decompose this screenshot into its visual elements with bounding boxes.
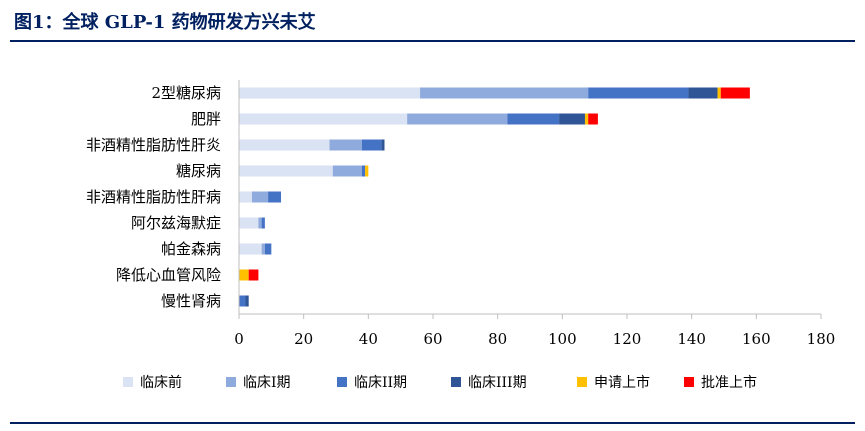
bar-segment-申请上市 [365, 165, 369, 177]
legend-swatch-临床I期 [226, 377, 236, 387]
bar-segment-临床II期 [239, 295, 246, 307]
x-tick-label: 0 [234, 330, 244, 348]
legend-label: 申请上市 [594, 374, 650, 391]
bar-segment-申请上市 [584, 113, 589, 125]
bar-segment-临床I期 [329, 139, 362, 151]
legend-swatch-申请上市 [577, 377, 587, 387]
bar-segment-临床III期 [688, 87, 718, 99]
legend: 临床前 临床I期 临床II期 临床III期 申请上市 批准上市 [123, 374, 757, 391]
bar-segment-临床II期 [268, 191, 282, 203]
bar-segment-临床II期 [507, 113, 560, 125]
bar-segment-批准上市 [720, 87, 750, 99]
bar-segment-临床III期 [245, 295, 249, 307]
bar-segment-临床III期 [559, 113, 585, 125]
legend-swatch-临床前 [123, 377, 133, 387]
bar-segment-临床II期 [361, 165, 366, 177]
category-label: 非酒精性脂肪性肝炎 [86, 136, 221, 154]
legend-swatch-批准上市 [684, 377, 694, 387]
legend-label: 批准上市 [701, 374, 757, 391]
x-tick-label: 80 [488, 330, 507, 348]
category-label: 肥胖 [191, 110, 221, 128]
x-tick-label: 20 [294, 330, 313, 348]
bar-segment-申请上市 [717, 87, 721, 99]
bar-segment-临床I期 [258, 217, 262, 229]
category-label: 2型糖尿病 [151, 84, 221, 102]
bar-segment-临床前 [239, 139, 330, 151]
bar-segment-临床I期 [251, 191, 269, 203]
bar-segment-临床I期 [420, 87, 589, 99]
x-tick-label: 180 [807, 330, 836, 348]
bar-segment-批准上市 [588, 113, 598, 125]
x-tick-label: 140 [677, 330, 706, 348]
bar-segment-临床前 [239, 217, 259, 229]
bar-segment-临床II期 [361, 139, 382, 151]
legend-label: 临床III期 [468, 375, 527, 391]
bar-segment-临床III期 [381, 139, 385, 151]
x-tick-label: 100 [548, 330, 577, 348]
title-rule [10, 40, 855, 42]
bar-segment-临床I期 [407, 113, 508, 125]
legend-swatch-临床II期 [337, 377, 347, 387]
bar-segment-临床前 [239, 191, 252, 203]
x-axis-ticks: 0 20 40 60 80 100 120 140 160 180 [234, 314, 835, 348]
legend-swatch-临床III期 [451, 377, 461, 387]
x-tick-label: 160 [742, 330, 771, 348]
bar-segment-临床II期 [261, 217, 265, 229]
figure-title: 图1：全球 GLP-1 药物研发方兴未艾 [14, 12, 316, 33]
category-label: 阿尔兹海默症 [131, 214, 221, 232]
legend-label: 临床前 [140, 374, 182, 391]
category-label: 降低心血管风险 [116, 266, 221, 284]
bar-segment-临床II期 [264, 243, 272, 255]
bar-segment-临床前 [239, 243, 262, 255]
bar-segment-临床I期 [261, 243, 265, 255]
category-label: 糖尿病 [176, 162, 221, 180]
category-label: 非酒精性脂肪性肝病 [86, 188, 221, 206]
category-labels: 2型糖尿病肥胖非酒精性脂肪性肝炎糖尿病非酒精性脂肪性肝病阿尔兹海默症帕金森病降低… [86, 84, 221, 310]
bar-segment-批准上市 [248, 269, 259, 281]
x-tick-label: 120 [613, 330, 642, 348]
bar-segment-临床前 [239, 113, 408, 125]
category-label: 帕金森病 [161, 240, 221, 258]
bars-group [239, 87, 750, 307]
bar-segment-临床II期 [588, 87, 689, 99]
bar-segment-临床前 [239, 87, 421, 99]
bar-segment-临床I期 [332, 165, 362, 177]
bar-segment-临床前 [239, 165, 333, 177]
x-tick-label: 40 [359, 330, 378, 348]
bar-segment-申请上市 [239, 269, 249, 281]
category-label: 慢性肾病 [161, 292, 221, 310]
legend-label: 临床I期 [243, 375, 291, 391]
footer-rule [10, 422, 855, 424]
legend-label: 临床II期 [354, 375, 407, 391]
x-tick-label: 60 [423, 330, 442, 348]
